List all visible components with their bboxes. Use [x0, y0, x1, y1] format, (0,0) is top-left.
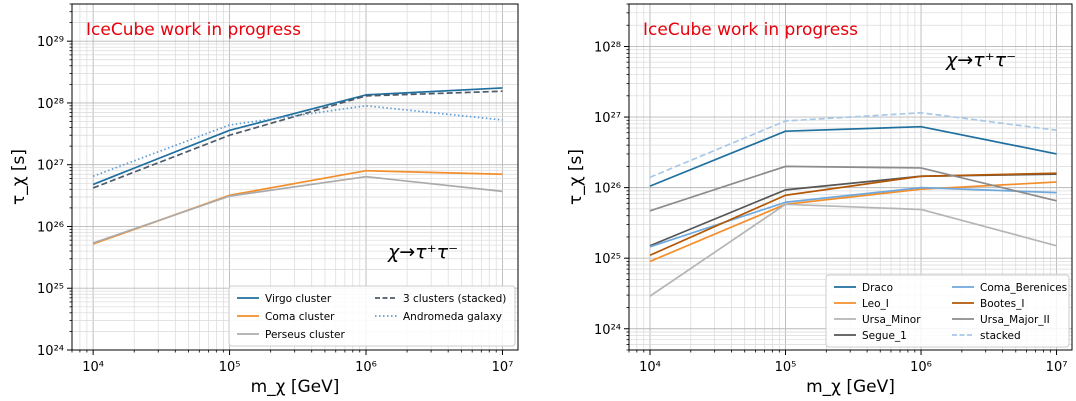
legend-box [228, 285, 516, 347]
legend-entry: Andromeda galaxy [403, 311, 502, 323]
process-label: χ→τ⁺τ⁻ [945, 49, 1016, 71]
legend-entry: Ursa_Major_II [980, 314, 1050, 326]
left-panel: 10⁴ 10⁵ 10⁶ 10⁷ 10²⁴ 10²⁵ 10²⁶ 10²⁷ 10²⁸ 10²⁹ m_χ … [9, 3, 519, 397]
legend-entry: Virgo cluster [265, 293, 332, 305]
x-tick-label: 10⁵ [775, 360, 797, 375]
series-line-andromeda-galaxy [92, 104, 503, 178]
series-line-perseus-cluster [92, 175, 503, 244]
x-axis-label: m_χ [GeV] [251, 377, 340, 397]
y-axis: 10²⁴ 10²⁵ 10²⁶ 10²⁷ 10²⁸ 10²⁹ [37, 3, 72, 359]
x-tick-label: 10⁵ [219, 360, 241, 375]
process-label: χ→τ⁺τ⁻ [387, 241, 458, 263]
y-tick-label: 10²⁷ [37, 159, 64, 174]
x-axis-label: m_χ [GeV] [806, 377, 895, 397]
series-lines [649, 111, 1057, 297]
legend-entry: stacked [980, 330, 1021, 342]
legend-entry: Leo_I [862, 298, 889, 310]
y-axis-label: τ_χ [s] [9, 149, 29, 205]
right-panel: 10⁴ 10⁵ 10⁶ 10⁷ 10²⁴ 10²⁵ 10²⁶ 10²⁷ 10²⁸ m_χ [GeV… [566, 3, 1073, 397]
y-tick-label: 10²⁸ [594, 40, 621, 55]
series-lines [92, 87, 503, 245]
y-axis-label: τ_χ [s] [566, 149, 586, 205]
legend: Draco Leo_I Ursa_Minor Segue_1 Coma_Berenice… [825, 274, 1070, 348]
y-tick-label: 10²⁷ [594, 111, 621, 126]
x-tick-label: 10⁷ [492, 360, 514, 375]
legend-entry: Bootes_I [980, 298, 1024, 310]
y-tick-label: 10²⁴ [594, 323, 621, 338]
legend-entry: Segue_1 [862, 330, 907, 342]
y-tick-label: 10²⁶ [37, 220, 64, 235]
x-axis: 10⁴ 10⁵ 10⁶ 10⁷ [71, 350, 514, 375]
series-line-ursa-minor [649, 203, 1057, 297]
series-line-3-clusters-stacked- [92, 90, 503, 189]
x-tick-label: 10⁴ [639, 360, 661, 375]
y-tick-label: 10²⁹ [37, 35, 64, 50]
x-tick-label: 10⁷ [1046, 360, 1068, 375]
legend-entry: Coma cluster [265, 311, 335, 323]
work-in-progress-label: IceCube work in progress [643, 20, 858, 40]
series-line-stacked [649, 111, 1057, 179]
x-axis: 10⁴ 10⁵ 10⁶ 10⁷ [628, 350, 1068, 375]
series-line-virgo-cluster [92, 87, 503, 186]
x-tick-label: 10⁴ [82, 360, 104, 375]
legend-entry: Perseus cluster [265, 329, 346, 341]
work-in-progress-label: IceCube work in progress [86, 20, 301, 40]
y-axis: 10²⁴ 10²⁵ 10²⁶ 10²⁷ 10²⁸ [594, 3, 629, 351]
series-line-draco [649, 125, 1057, 187]
y-tick-label: 10²⁶ [594, 182, 621, 197]
y-tick-label: 10²⁵ [594, 252, 621, 267]
x-tick-label: 10⁶ [910, 360, 932, 375]
series-line-leo-i [649, 181, 1057, 263]
series-line-ursa-major-ii [649, 165, 1057, 212]
x-tick-label: 10⁶ [355, 360, 377, 375]
legend-box [825, 274, 1070, 348]
y-tick-label: 10²⁵ [37, 282, 64, 297]
y-tick-label: 10²⁴ [37, 344, 64, 359]
legend: Virgo cluster Coma cluster Perseus cluster… [228, 285, 516, 347]
legend-entry: Coma_Berenices [980, 282, 1067, 294]
legend-entry: Draco [862, 282, 893, 294]
series-line-bootes-i [649, 172, 1057, 257]
legend-entry: Ursa_Minor [862, 314, 921, 326]
y-tick-label: 10²⁸ [37, 97, 64, 112]
series-line-coma-cluster [92, 169, 503, 245]
legend-entry: 3 clusters (stacked) [403, 293, 506, 305]
